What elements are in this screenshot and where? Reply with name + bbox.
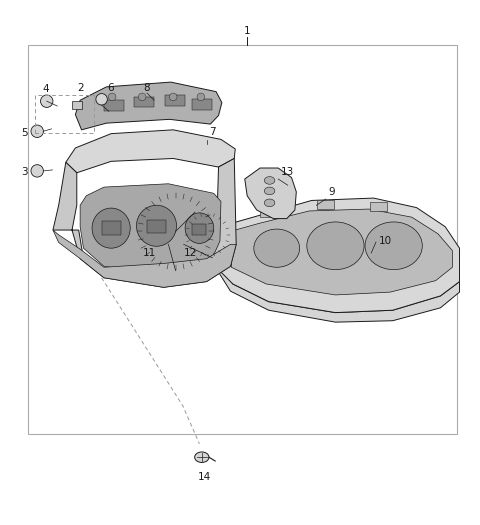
Text: 9: 9 bbox=[328, 187, 335, 197]
Circle shape bbox=[169, 93, 177, 101]
Polygon shape bbox=[53, 159, 236, 287]
Bar bbox=[72, 101, 82, 109]
Polygon shape bbox=[80, 184, 221, 275]
Bar bbox=[192, 224, 205, 235]
Text: 10: 10 bbox=[378, 236, 392, 246]
Bar bbox=[165, 96, 185, 106]
Polygon shape bbox=[66, 130, 235, 173]
Bar bbox=[134, 97, 154, 108]
Text: 4: 4 bbox=[42, 83, 48, 93]
Text: 3: 3 bbox=[21, 167, 28, 177]
Ellipse shape bbox=[195, 452, 209, 463]
Ellipse shape bbox=[264, 199, 275, 207]
Ellipse shape bbox=[365, 222, 422, 270]
Circle shape bbox=[40, 95, 53, 108]
Polygon shape bbox=[53, 230, 236, 287]
Text: 7: 7 bbox=[209, 128, 216, 138]
Ellipse shape bbox=[185, 213, 214, 244]
Ellipse shape bbox=[264, 187, 275, 195]
Text: 1: 1 bbox=[244, 26, 251, 36]
Polygon shape bbox=[218, 265, 459, 322]
Circle shape bbox=[96, 93, 108, 105]
Bar bbox=[147, 219, 166, 233]
Ellipse shape bbox=[264, 176, 275, 184]
Circle shape bbox=[31, 125, 43, 138]
Circle shape bbox=[197, 93, 204, 101]
Bar bbox=[104, 100, 124, 111]
Ellipse shape bbox=[307, 222, 364, 270]
Circle shape bbox=[204, 230, 212, 239]
Text: 5: 5 bbox=[21, 128, 28, 138]
Polygon shape bbox=[75, 82, 222, 130]
Circle shape bbox=[136, 192, 215, 270]
Text: 8: 8 bbox=[144, 83, 150, 93]
Bar bbox=[260, 208, 277, 217]
Ellipse shape bbox=[92, 208, 130, 248]
Bar bbox=[317, 200, 335, 208]
Polygon shape bbox=[245, 168, 296, 218]
Text: 13: 13 bbox=[281, 166, 294, 176]
Text: 2: 2 bbox=[77, 83, 84, 93]
Circle shape bbox=[108, 93, 116, 101]
Bar bbox=[370, 202, 387, 211]
Ellipse shape bbox=[254, 229, 300, 267]
Circle shape bbox=[170, 226, 181, 237]
Text: 14: 14 bbox=[198, 471, 211, 481]
Text: 6: 6 bbox=[108, 83, 114, 93]
Bar bbox=[28, 45, 457, 434]
Circle shape bbox=[138, 93, 146, 101]
Bar bbox=[102, 222, 120, 235]
Circle shape bbox=[31, 165, 43, 177]
Text: 12: 12 bbox=[184, 248, 197, 258]
Polygon shape bbox=[229, 209, 452, 295]
Text: 11: 11 bbox=[143, 248, 156, 258]
Circle shape bbox=[185, 212, 230, 258]
Bar bbox=[192, 99, 212, 110]
Polygon shape bbox=[218, 198, 459, 312]
Ellipse shape bbox=[136, 205, 177, 246]
